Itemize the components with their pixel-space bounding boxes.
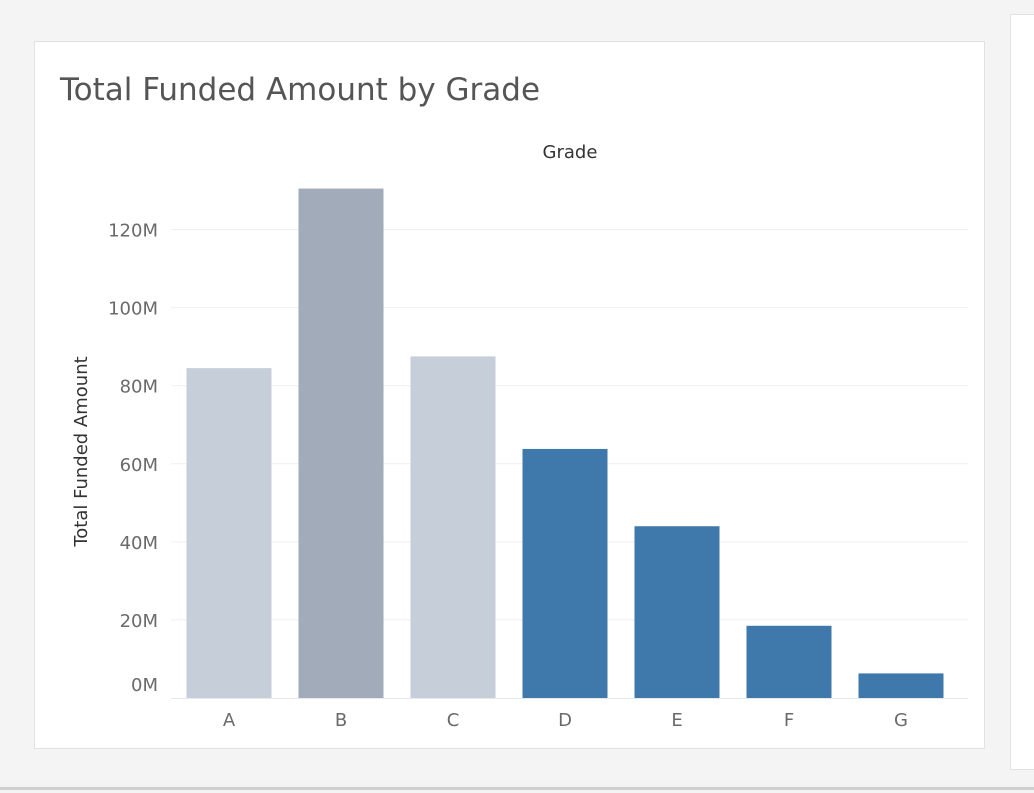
x-tick-label: C [447,710,460,731]
y-tick-label: 80M [120,377,158,398]
bar-d [522,448,608,698]
bar-f [746,625,832,698]
bar-g [858,673,944,698]
bar-a [186,368,272,698]
x-tick-label: A [223,710,236,731]
bottom-divider [0,787,1034,790]
bar-e [634,526,720,698]
x-tick-label: G [894,710,908,731]
y-tick-label: 20M [120,611,158,632]
bar-c [410,356,496,698]
bar-chart: 0M 20M 40M 60M 80M 100M 120M Grade Total Funded … [71,142,968,731]
x-tick-label: E [671,710,682,731]
x-tick-label: F [784,710,794,731]
y-tick-label: 120M [108,221,158,242]
bar-b [298,188,384,699]
y-tick-label: 100M [108,299,158,320]
side-panel [1010,14,1034,770]
chart-card: Total Funded Amount by Grade 0M 20M 40M 60M… [34,41,985,749]
y-axis-title: Total Funded Amount [71,356,92,547]
y-tick-label: 0M [131,675,158,696]
x-tick-label: D [558,710,572,731]
x-tick-label: B [335,710,347,731]
chart-title: Total Funded Amount by Grade [60,72,541,108]
y-tick-label: 40M [120,533,158,554]
y-tick-label: 60M [120,455,158,476]
column-header: Grade [543,142,598,163]
